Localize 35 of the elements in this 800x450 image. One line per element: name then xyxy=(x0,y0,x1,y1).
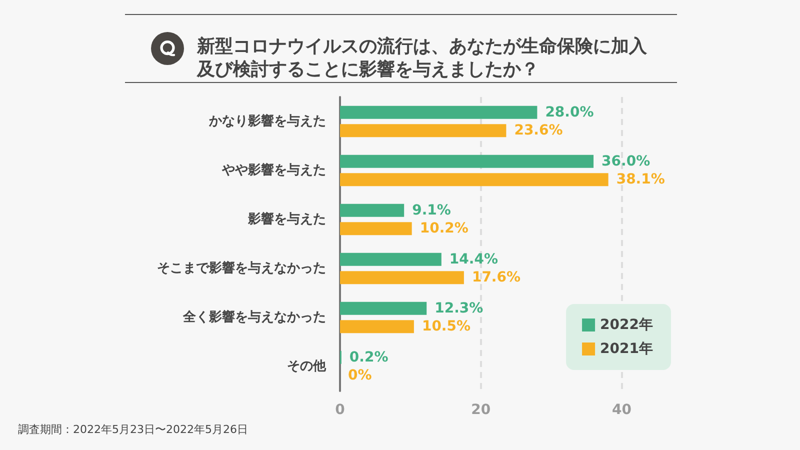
bar xyxy=(340,204,404,217)
data-label: 9.1% xyxy=(412,202,451,218)
bar xyxy=(340,271,464,284)
data-label: 0% xyxy=(348,368,372,384)
data-label: 10.5% xyxy=(422,318,471,335)
bar xyxy=(340,252,442,266)
y-tick-label: その他 xyxy=(287,359,327,374)
legend-label: 2022年 xyxy=(600,317,654,333)
x-tick-label: 20 xyxy=(471,402,491,418)
y-tick-label: そこまで影響を与えなかった xyxy=(157,260,326,276)
data-label: 14.4% xyxy=(449,251,498,268)
data-label: 0.2% xyxy=(349,349,388,366)
text: 調査期間：2022年5月23日〜2022年5月26日 xyxy=(18,423,248,436)
data-label: 36.0% xyxy=(602,153,650,170)
x-tick-label: 0 xyxy=(335,402,346,418)
bar xyxy=(340,124,506,138)
y-tick-label: かなり影響を与えた xyxy=(208,113,326,129)
chart-title: 新型コロナウイルスの流行は、あなたが生命保険に加入及び検討することに影響を与えましたか？ xyxy=(196,36,648,80)
y-tick-label: 影響を与えた xyxy=(247,211,326,227)
bar xyxy=(340,222,412,236)
data-label: 10.2% xyxy=(420,220,468,237)
data-label: 23.6% xyxy=(514,122,563,139)
data-label: 28.0% xyxy=(545,104,594,120)
bar xyxy=(340,320,414,334)
data-label: 17.6% xyxy=(472,270,521,286)
bar xyxy=(340,173,608,186)
bar xyxy=(340,106,538,119)
y-tick-label: やや影響を与えた xyxy=(221,162,326,178)
bar xyxy=(340,154,594,168)
bar xyxy=(340,302,427,315)
x-tick-label: 40 xyxy=(612,402,632,418)
legend-label: 2021年 xyxy=(600,341,654,357)
y-tick-label: 全く影響を与えなかった xyxy=(182,309,326,325)
data-label: 12.3% xyxy=(434,300,484,316)
data-label: 38.1% xyxy=(616,172,665,188)
